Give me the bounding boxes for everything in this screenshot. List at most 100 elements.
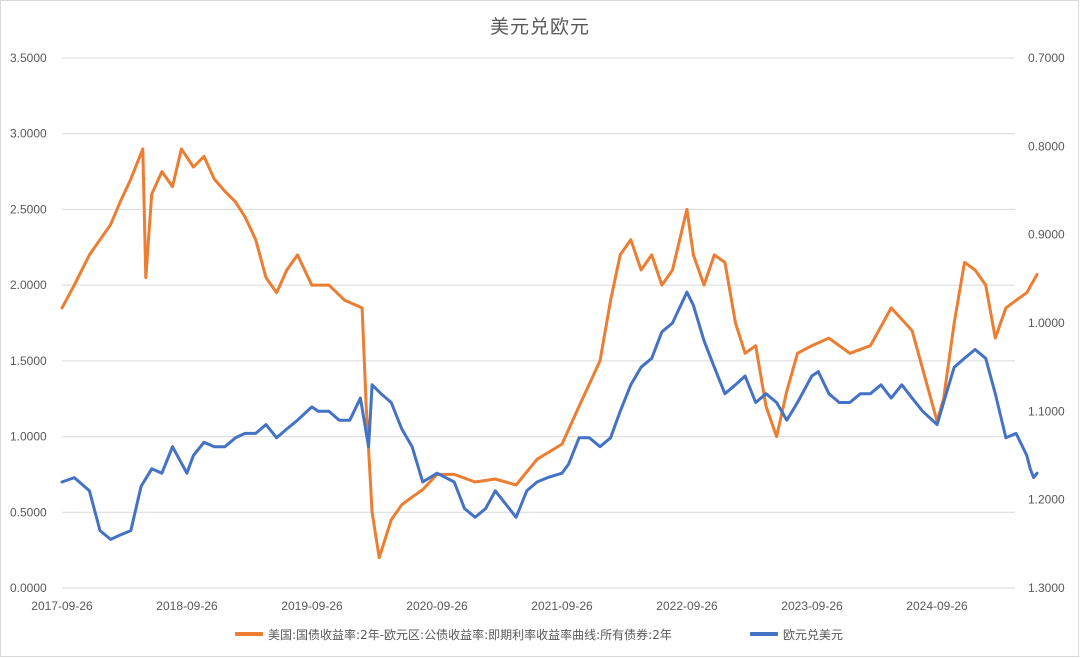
yield-spread-point xyxy=(411,496,413,498)
y-right-tick-label: 1.3000 xyxy=(1028,581,1065,595)
yield-spread-point xyxy=(244,216,246,218)
eurusd-point xyxy=(942,401,945,404)
eurusd-point xyxy=(213,445,216,448)
yield-spread-point xyxy=(619,254,621,256)
eurusd-point xyxy=(578,437,580,439)
eurusd-point xyxy=(515,516,517,519)
yield-spread-point xyxy=(869,344,872,347)
eurusd-point xyxy=(609,437,612,439)
eurusd-point xyxy=(130,529,132,532)
y-left-tick-label: 0.5000 xyxy=(10,505,47,519)
eurusd-point xyxy=(754,401,757,404)
eurusd-point xyxy=(936,423,938,426)
eurusd-point xyxy=(703,339,705,342)
yield-spread-point xyxy=(515,484,517,486)
eurusd-point xyxy=(1015,432,1017,435)
yield-spread-point xyxy=(119,201,121,203)
yield-spread-point xyxy=(311,284,313,286)
eurusd-point xyxy=(371,384,373,386)
eurusd-point xyxy=(953,366,955,369)
yield-spread-point xyxy=(796,352,799,355)
legend-item-eurusd: 欧元兑美元 xyxy=(750,624,843,644)
eurusd-point xyxy=(890,397,892,399)
eurusd-point xyxy=(828,392,830,395)
eurusd-point xyxy=(367,445,370,448)
y-right-tick-label: 1.1000 xyxy=(1028,404,1065,418)
yield-spread-point xyxy=(145,276,147,279)
eurusd-point xyxy=(1032,476,1035,479)
y-right-tick-label: 0.9000 xyxy=(1028,228,1065,242)
yield-spread-point xyxy=(630,238,632,241)
yield-spread-point xyxy=(963,261,966,264)
eurusd-point xyxy=(921,410,924,413)
eurusd-point xyxy=(171,445,174,448)
eurusd-point xyxy=(317,410,320,413)
eurusd-point xyxy=(265,423,267,426)
eurusd-point xyxy=(109,538,112,541)
yield-spread-point xyxy=(828,337,830,339)
yield-spread-point xyxy=(994,337,997,339)
yield-spread-point xyxy=(671,269,674,271)
x-tick-label: 2022-09-26 xyxy=(656,599,718,613)
eurusd-point xyxy=(390,401,393,404)
eurusd-point xyxy=(817,370,820,373)
yield-spread-point xyxy=(265,276,267,279)
eurusd-point xyxy=(526,490,528,492)
y-right-tick-label: 0.8000 xyxy=(1028,139,1065,153)
eurusd-point xyxy=(484,507,487,510)
eurusd-point xyxy=(463,507,466,510)
eurusd-point xyxy=(311,406,313,408)
eurusd-point xyxy=(650,357,653,360)
yield-spread-point xyxy=(1015,299,1017,302)
y-left-tick-label: 0.0000 xyxy=(10,581,47,595)
eurusd-point xyxy=(734,384,737,386)
yield-spread-point xyxy=(494,478,497,480)
eurusd-point xyxy=(901,384,903,386)
yield-spread-point xyxy=(234,201,237,203)
eurusd-point xyxy=(244,432,246,435)
yield-spread-point xyxy=(171,185,174,188)
legend-label-yield-spread: 美国:国债收益率:2年-欧元区:公债收益率:即期利率收益率曲线:所有债券:2年 xyxy=(268,627,672,642)
yield-spread-point xyxy=(99,238,101,241)
eurusd-point xyxy=(119,534,121,536)
yield-spread-point xyxy=(73,284,76,286)
legend: 美国:国债收益率:2年-欧元区:公债收益率:即期利率收益率曲线:所有债券:2年 … xyxy=(0,624,1080,644)
eurusd-point xyxy=(963,357,966,360)
yield-spread-point xyxy=(811,344,813,347)
yield-spread-point xyxy=(192,166,195,168)
eurusd-point xyxy=(421,481,424,483)
yield-spread-point xyxy=(1005,307,1007,309)
eurusd-point xyxy=(630,384,632,386)
yield-spread-point xyxy=(453,473,456,476)
eurusd-point xyxy=(436,472,438,475)
yield-spread-point xyxy=(786,390,788,392)
x-tick-label: 2023-09-26 xyxy=(781,599,843,613)
yield-spread-point xyxy=(361,307,363,309)
eurusd-point xyxy=(296,419,299,422)
yield-spread-point xyxy=(650,254,653,256)
eurusd-point xyxy=(599,445,601,448)
eurusd-point xyxy=(911,397,913,399)
y-left-tick-label: 2.0000 xyxy=(10,278,47,292)
yield-spread-point xyxy=(744,352,746,355)
eurusd-point xyxy=(1026,454,1028,457)
yield-spread-point xyxy=(724,261,726,264)
eurusd-point xyxy=(192,454,195,457)
yield-spread-point xyxy=(984,284,987,286)
yield-spread-point xyxy=(599,360,601,362)
eurusd-point xyxy=(640,366,642,369)
eurusd-point xyxy=(338,419,341,422)
y-right-tick-label: 0.7000 xyxy=(1028,51,1065,65)
series-line-yield-spread xyxy=(60,147,1039,560)
eurusd-point xyxy=(994,392,997,395)
eurusd-point xyxy=(99,529,101,532)
yield-spread-point xyxy=(775,435,778,438)
yield-spread-point xyxy=(371,511,373,514)
legend-label-eurusd: 欧元兑美元 xyxy=(783,627,844,642)
eurusd-point xyxy=(880,384,882,386)
eurusd-point xyxy=(401,428,403,430)
eurusd-point xyxy=(671,322,674,324)
eurusd-point xyxy=(724,392,726,395)
eurusd-point xyxy=(1005,437,1007,439)
